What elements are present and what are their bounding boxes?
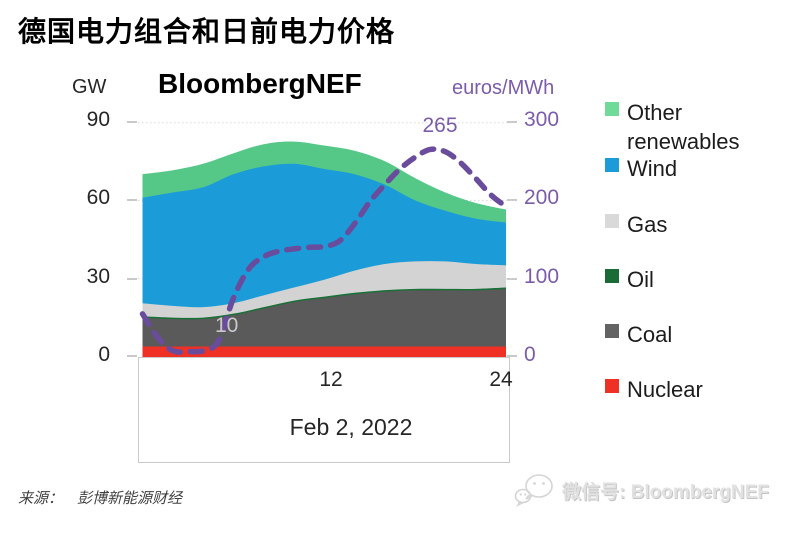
left-axis-tick-30: 30 bbox=[86, 265, 110, 288]
legend-label: Wind bbox=[627, 156, 678, 181]
right-axis-tick-100: 100 bbox=[524, 265, 560, 288]
legend-item-wind: Wind bbox=[605, 154, 677, 183]
x-axis-tick-12: 12 bbox=[319, 368, 343, 391]
legend-label: Coal bbox=[627, 322, 673, 347]
right-axis-tickmark bbox=[507, 355, 517, 357]
left-axis-tick-90: 90 bbox=[86, 108, 110, 131]
legend-item-coal: Coal bbox=[605, 320, 672, 349]
right-axis-tick-200: 200 bbox=[524, 186, 560, 209]
oil-swatch-icon bbox=[605, 269, 619, 283]
left-axis-tick-60: 60 bbox=[86, 186, 110, 209]
legend-item-other-renewables: Other renewables bbox=[605, 98, 777, 156]
right-axis-unit: euros/MWh bbox=[452, 77, 555, 99]
coal-swatch-icon bbox=[605, 324, 619, 338]
right-axis-tickmark bbox=[507, 121, 517, 123]
legend-item-nuclear: Nuclear bbox=[605, 375, 703, 404]
left-axis-tickmark bbox=[127, 355, 137, 357]
x-axis-box: 12 24 Feb 2, 2022 bbox=[138, 357, 513, 463]
legend-label: Oil bbox=[627, 267, 654, 292]
source-prefix: 来源： bbox=[18, 490, 64, 507]
wind-swatch-icon bbox=[605, 158, 619, 172]
legend-item-oil: Oil bbox=[605, 265, 654, 294]
wechat-icon bbox=[514, 474, 553, 507]
page-title: 德国电力组合和日前电力价格 bbox=[18, 16, 396, 47]
x-axis-date-label: Feb 2, 2022 bbox=[289, 414, 413, 440]
left-axis-tickmark bbox=[127, 199, 137, 201]
source-text: 彭博新能源财经 bbox=[77, 490, 183, 507]
price-peak-annotation: 265 bbox=[422, 114, 458, 137]
left-axis-tick-0: 0 bbox=[98, 343, 110, 366]
left-axis-tickmark bbox=[127, 278, 137, 280]
area-nuclear bbox=[142, 346, 506, 357]
right-axis-tickmark bbox=[507, 278, 517, 280]
brand-logo-text: BloombergNEF bbox=[158, 68, 362, 99]
other-renewables-swatch-icon bbox=[605, 102, 619, 116]
right-axis-tick-300: 300 bbox=[524, 108, 560, 131]
gas-swatch-icon bbox=[605, 214, 619, 228]
nuclear-swatch-icon bbox=[605, 379, 619, 393]
legend-label: Gas bbox=[627, 212, 668, 237]
left-axis-tickmark bbox=[127, 121, 137, 123]
price-line bbox=[139, 146, 509, 355]
x-axis-tick-24: 24 bbox=[489, 368, 513, 391]
left-axis-unit: GW bbox=[72, 76, 107, 98]
area-coal bbox=[142, 289, 506, 357]
watermark-text: 微信号: BloombergNEF bbox=[562, 481, 769, 503]
right-axis-tick-0: 0 bbox=[524, 343, 536, 366]
price-min-annotation: 10 bbox=[215, 314, 239, 337]
legend-item-gas: Gas bbox=[605, 210, 667, 239]
right-axis-tickmark bbox=[507, 199, 517, 201]
legend-label: Nuclear bbox=[627, 377, 703, 402]
watermark: 微信号: BloombergNEF bbox=[514, 472, 769, 508]
source-line: 来源： 彭博新能源财经 bbox=[18, 487, 182, 508]
stacked-area-chart bbox=[138, 122, 515, 357]
legend-label: Other renewables bbox=[627, 100, 740, 154]
